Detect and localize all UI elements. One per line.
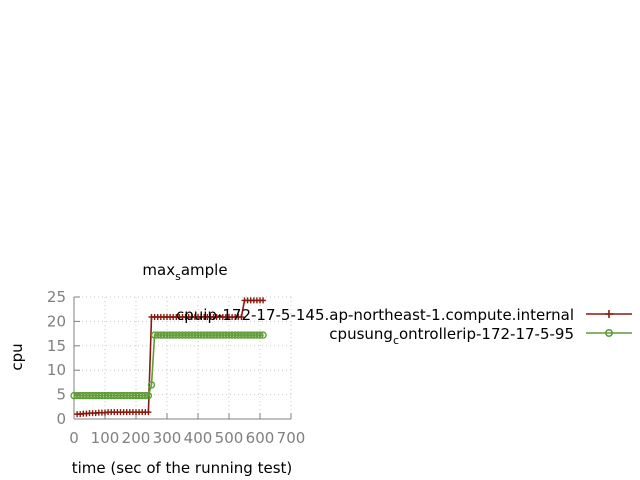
y-tick-label-3: 15: [47, 337, 66, 355]
y-tick-label-5: 25: [47, 288, 66, 306]
series-layer: [70, 297, 267, 418]
legend-label-series-2: cpusungcontrollerip-172-17-5-95: [329, 325, 574, 347]
series-1-point: [260, 297, 267, 304]
series-1-point: [145, 409, 152, 416]
legend-marker-series-2: [604, 328, 613, 337]
x-tick-label-6: 600: [246, 429, 275, 447]
y-tick-label-2: 10: [47, 361, 66, 379]
grid-lines: [74, 296, 292, 419]
series-2: [70, 331, 267, 400]
x-tick-label-2: 200: [122, 429, 151, 447]
series-2-point: [256, 331, 264, 339]
x-axis-label: time (sec of the running test): [72, 459, 293, 477]
x-tick-label-0: 0: [69, 429, 79, 447]
series-1: [74, 297, 267, 418]
x-tick-label-4: 400: [184, 429, 213, 447]
y-axis-label: cpu: [8, 343, 26, 370]
series-2-point: [141, 391, 150, 400]
x-tick-label-3: 300: [153, 429, 182, 447]
series-1-point: [238, 314, 245, 321]
chart-title: maxsample: [142, 261, 227, 283]
legend: cpuip-172-17-5-145.ap-northeast-1.comput…: [176, 306, 632, 347]
x-tick-label-7: 700: [277, 429, 306, 447]
series-2-point: [147, 381, 156, 389]
y-tick-label-1: 5: [56, 386, 66, 404]
x-tick-label-5: 500: [215, 429, 244, 447]
x-tick-label-1: 100: [91, 429, 120, 447]
legend-label-series-1: cpuip-172-17-5-145.ap-northeast-1.comput…: [176, 306, 574, 324]
series-2-point: [144, 391, 153, 400]
legend-marker-series-1: [605, 310, 613, 318]
series-2-line: [74, 334, 264, 397]
series-2-point: [259, 331, 267, 339]
x-tick-labels: 0 100 200 300 400 500 600 700: [69, 429, 305, 447]
y-tick-label-0: 0: [56, 410, 66, 428]
y-tick-labels: 0 5 10 15 20 25: [47, 288, 66, 428]
y-tick-label-4: 20: [47, 312, 66, 330]
